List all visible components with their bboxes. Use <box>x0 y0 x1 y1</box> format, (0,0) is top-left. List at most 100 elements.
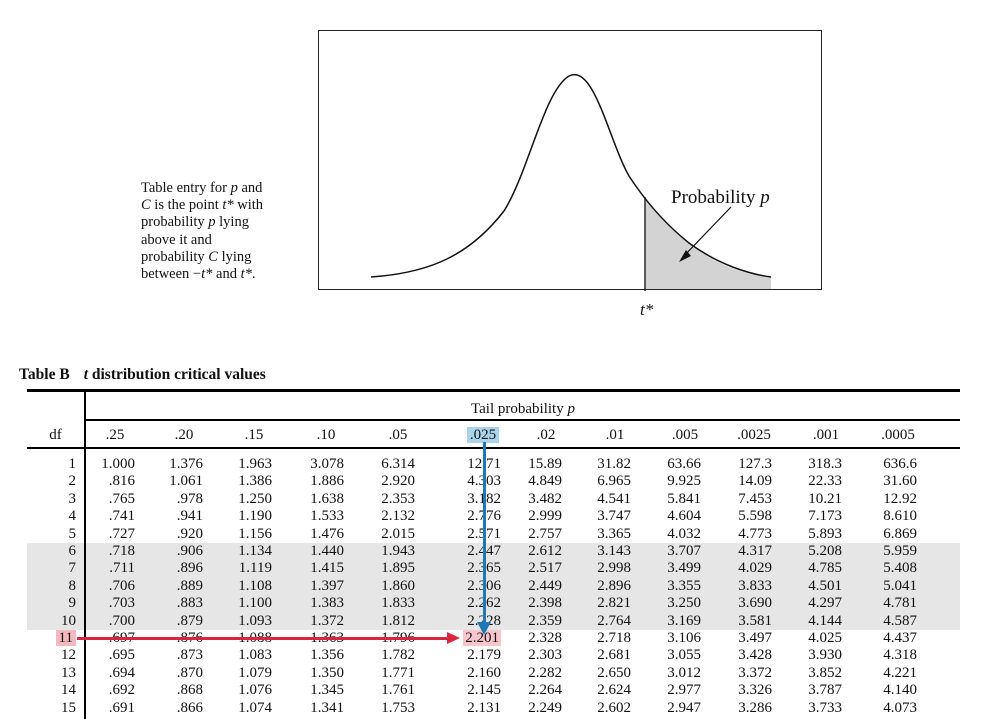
value-cell: 3.787 <box>808 682 842 699</box>
highlighted-column-header: .025 <box>466 427 500 443</box>
value-cell: 1.895 <box>381 560 415 577</box>
value-cell: 6.869 <box>883 525 917 542</box>
value-cell: 1.383 <box>310 595 344 612</box>
value-cell: 4.541 <box>597 490 631 507</box>
value-cell: .883 <box>176 595 203 612</box>
value-cell: 2.757 <box>528 525 562 542</box>
value-cell: 3.355 <box>667 577 701 594</box>
table-row: 11.0001.3761.9633.0786.31412.7115.8931.8… <box>27 456 960 473</box>
value-cell: 1.753 <box>381 699 415 716</box>
value-cell: .873 <box>176 647 203 664</box>
value-cell: 3.143 <box>597 543 631 559</box>
value-cell: 5.959 <box>883 543 917 559</box>
value-cell: .765 <box>108 490 135 507</box>
value-cell: 1.119 <box>238 560 272 577</box>
table-row: 14 .692 .868 1.076 1.345 1.761 2.145 2.264 2.624… <box>27 682 960 699</box>
value-cell: .692 <box>108 682 135 699</box>
value-cell: 3.733 <box>808 699 842 716</box>
df-cell: 11 <box>55 630 76 647</box>
value-cell: 1.376 <box>169 456 203 472</box>
value-cell: 1.093 <box>238 612 272 629</box>
value-cell: 7.173 <box>808 508 842 525</box>
value-cell: 3.326 <box>738 682 772 699</box>
tail-probability-label: Tail probability p <box>471 401 575 417</box>
df-cell: 4 <box>68 508 77 525</box>
probability-pointer <box>682 206 732 258</box>
table-row: 10.700.8791.0931.3721.8122.2282.3592.764… <box>27 613 960 630</box>
t-distribution-curve <box>370 73 772 291</box>
value-cell: 2.353 <box>381 490 415 507</box>
df-cell: 5 <box>68 525 77 542</box>
value-cell: 3.747 <box>597 508 631 525</box>
value-cell: 1.860 <box>381 577 415 594</box>
table-row: 8.706.8891.1081.3971.8602.3062.4492.8963… <box>27 578 960 595</box>
value-cell: 2.015 <box>381 525 415 542</box>
column-header: .05 <box>388 427 408 443</box>
value-cell: .711 <box>109 560 135 577</box>
value-cell: 5.408 <box>883 560 917 577</box>
value-cell: 4.781 <box>883 595 917 612</box>
value-cell: 2.359 <box>528 612 562 629</box>
value-cell: 4.140 <box>883 682 917 699</box>
table-row: 6.718.9061.1341.4401.9432.4472.6123.1433… <box>27 543 960 560</box>
df-cell: 1 <box>68 456 77 472</box>
value-cell: .978 <box>176 490 203 507</box>
df-cell: 15 <box>61 699 76 716</box>
value-cell: 2.303 <box>528 647 562 664</box>
value-cell: 31.60 <box>883 473 917 490</box>
value-cell: .706 <box>108 577 135 594</box>
value-cell: .870 <box>176 664 203 681</box>
table-row: 7.711.8961.1191.4151.8952.3652.5172.9983… <box>27 560 960 577</box>
value-cell: 1.350 <box>310 664 344 681</box>
value-cell: 2.160 <box>467 664 501 681</box>
column-header: .0005 <box>881 427 915 443</box>
value-cell: 4.318 <box>883 647 917 664</box>
value-cell: 1.341 <box>310 699 344 716</box>
t-star-label: t* <box>640 300 654 319</box>
value-cell: 4.221 <box>883 664 917 681</box>
df-cell: 12 <box>61 647 76 664</box>
value-cell: 3.482 <box>528 490 562 507</box>
down-arrow-icon <box>477 622 491 635</box>
value-cell: 3.012 <box>667 664 701 681</box>
value-cell: 2.718 <box>597 630 631 646</box>
column-header-row: df .25 .20 .15 .10 .05 .025 .02 .01 .005 .0025 .00… <box>27 427 960 447</box>
value-cell: .906 <box>176 543 203 559</box>
caption-line: probability p lying <box>141 214 249 231</box>
column-header: .005 <box>671 427 699 443</box>
tail-shaded-area <box>645 199 771 289</box>
df-column-separator <box>84 389 86 719</box>
value-cell: 3.499 <box>667 560 701 577</box>
value-cell: 1.356 <box>310 647 344 664</box>
value-cell: 1.000 <box>101 456 135 472</box>
value-cell: 1.083 <box>238 647 272 664</box>
value-cell: .920 <box>176 525 203 542</box>
value-cell: 31.82 <box>597 456 631 472</box>
value-cell: 22.33 <box>808 473 842 490</box>
df-cell: 13 <box>61 664 76 681</box>
value-cell: .868 <box>176 682 203 699</box>
value-cell: .866 <box>176 699 203 716</box>
value-cell: 3.581 <box>738 612 772 629</box>
value-cell: 3.930 <box>808 647 842 664</box>
value-cell: 2.602 <box>597 699 631 716</box>
column-header: .0025 <box>737 427 771 443</box>
value-cell: .889 <box>176 577 203 594</box>
df-cell: 8 <box>68 577 77 594</box>
value-cell: 5.841 <box>667 490 701 507</box>
value-cell: 2.145 <box>467 682 501 699</box>
value-cell: 3.078 <box>310 456 344 472</box>
value-cell: 3.250 <box>667 595 701 612</box>
value-cell: 1.761 <box>381 682 415 699</box>
value-cell: 3.055 <box>667 647 701 664</box>
value-cell: 4.501 <box>808 577 842 594</box>
caption-line: C is the point t* with <box>141 197 264 214</box>
df-cell: 3 <box>68 490 77 507</box>
value-cell: .941 <box>176 508 203 525</box>
value-cell: 1.074 <box>238 699 272 716</box>
value-cell: 1.415 <box>310 560 344 577</box>
value-cell: 4.849 <box>528 473 562 490</box>
value-cell: 1.250 <box>238 490 272 507</box>
figure-caption: Table entry for p and C is the point t* w… <box>141 180 301 283</box>
